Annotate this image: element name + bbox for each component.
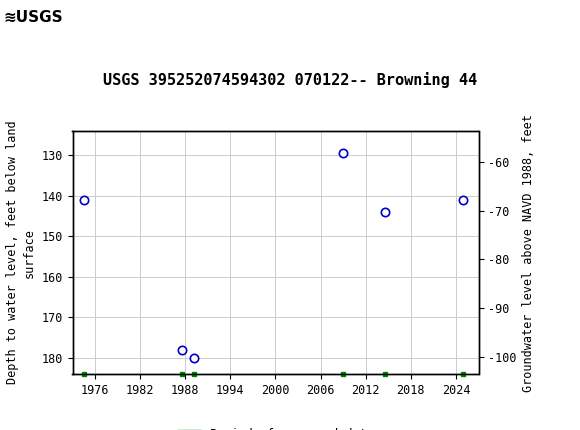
Y-axis label: Depth to water level, feet below land
surface: Depth to water level, feet below land su…: [6, 121, 36, 384]
Legend: Period of approved data: Period of approved data: [172, 424, 379, 430]
FancyBboxPatch shape: [1, 2, 68, 34]
Y-axis label: Groundwater level above NAVD 1988, feet: Groundwater level above NAVD 1988, feet: [522, 114, 535, 392]
Text: USGS 395252074594302 070122-- Browning 44: USGS 395252074594302 070122-- Browning 4…: [103, 72, 477, 88]
Text: ≋USGS: ≋USGS: [3, 10, 63, 25]
